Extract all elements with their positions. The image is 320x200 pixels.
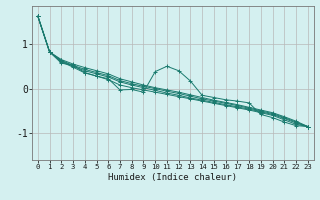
X-axis label: Humidex (Indice chaleur): Humidex (Indice chaleur): [108, 173, 237, 182]
